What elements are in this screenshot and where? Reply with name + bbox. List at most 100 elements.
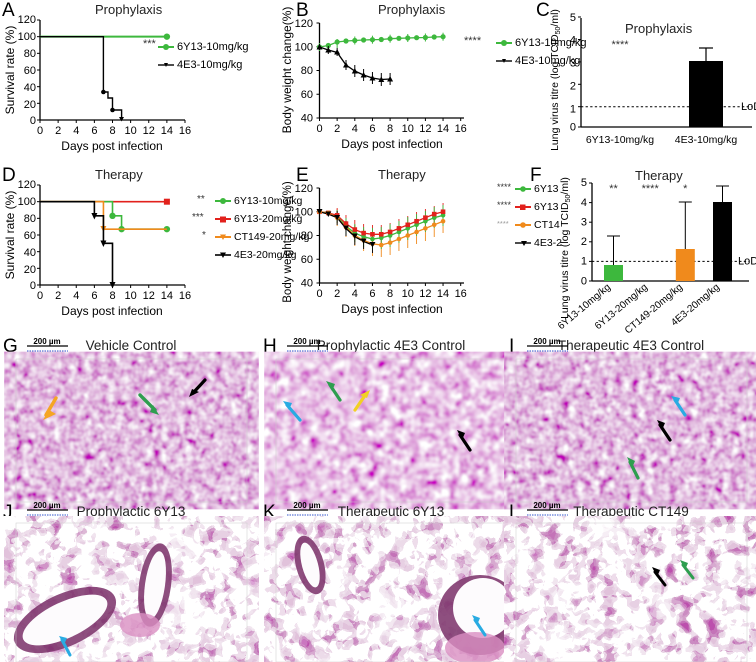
- svg-text:Therapy: Therapy: [95, 167, 143, 182]
- svg-text:4: 4: [352, 288, 358, 300]
- svg-text:200 µm: 200 µm: [293, 337, 320, 346]
- svg-text:8: 8: [109, 125, 115, 137]
- svg-text:CT14: CT14: [534, 219, 560, 231]
- svg-text:LoD: LoD: [738, 256, 756, 268]
- svg-text:LoD: LoD: [741, 101, 756, 113]
- svg-text:16: 16: [179, 125, 191, 137]
- svg-text:10: 10: [125, 290, 137, 302]
- svg-text:0: 0: [316, 288, 322, 300]
- svg-text:10: 10: [402, 123, 414, 135]
- svg-text:2: 2: [55, 290, 61, 302]
- svg-text:4: 4: [73, 290, 79, 302]
- svg-text:Prophylaxis: Prophylaxis: [378, 2, 446, 17]
- svg-text:6Y13-10mg/kg: 6Y13-10mg/kg: [586, 134, 654, 146]
- svg-text:2: 2: [55, 125, 61, 137]
- svg-text:2: 2: [570, 81, 576, 93]
- svg-text:0: 0: [570, 122, 576, 134]
- svg-text:14: 14: [437, 123, 449, 135]
- svg-text:80: 80: [24, 48, 36, 60]
- svg-text:C: C: [536, 0, 550, 21]
- svg-text:200 µm: 200 µm: [533, 501, 560, 510]
- svg-text:L: L: [509, 502, 520, 523]
- svg-text:G: G: [3, 336, 18, 357]
- svg-text:Prophylactic 6Y13: Prophylactic 6Y13: [77, 504, 186, 519]
- svg-text:4: 4: [352, 123, 358, 135]
- svg-text:14: 14: [161, 125, 173, 137]
- svg-text:120: 120: [295, 18, 313, 30]
- svg-text:****: ****: [497, 182, 512, 192]
- svg-text:0: 0: [581, 276, 587, 288]
- svg-text:**: **: [197, 194, 205, 205]
- svg-text:Lung virus titre (log TCID50/m: Lung virus titre (log TCID50/ml): [549, 9, 562, 151]
- svg-text:20: 20: [24, 99, 36, 111]
- svg-text:60: 60: [301, 89, 313, 101]
- svg-text:16: 16: [455, 288, 467, 300]
- svg-text:60: 60: [24, 230, 36, 242]
- svg-text:200 µm: 200 µm: [533, 337, 560, 346]
- svg-text:8: 8: [109, 290, 115, 302]
- svg-text:14: 14: [437, 288, 449, 300]
- svg-text:100: 100: [295, 42, 313, 54]
- svg-text:F: F: [530, 165, 542, 186]
- svg-text:120: 120: [295, 183, 313, 195]
- svg-text:5: 5: [581, 177, 587, 189]
- svg-text:40: 40: [24, 247, 36, 259]
- svg-text:8: 8: [387, 288, 393, 300]
- svg-text:K: K: [263, 502, 276, 523]
- svg-text:120: 120: [18, 14, 36, 26]
- svg-text:6Y13: 6Y13: [534, 201, 559, 213]
- svg-text:20: 20: [24, 264, 36, 276]
- svg-text:100: 100: [295, 207, 313, 219]
- svg-text:16: 16: [455, 123, 467, 135]
- svg-text:Therapeutic CT149: Therapeutic CT149: [573, 504, 689, 519]
- svg-text:D: D: [2, 165, 16, 186]
- svg-text:0: 0: [30, 115, 36, 127]
- svg-text:Days post infection: Days post infection: [61, 139, 162, 153]
- svg-text:200 µm: 200 µm: [293, 501, 320, 510]
- svg-text:Days post infection: Days post infection: [341, 302, 442, 316]
- svg-text:Survival rate (%): Survival rate (%): [3, 191, 17, 280]
- svg-text:4E3-2: 4E3-2: [534, 237, 562, 249]
- svg-text:2: 2: [334, 288, 340, 300]
- svg-text:Survival rate (%): Survival rate (%): [3, 26, 17, 115]
- svg-text:Vehicle Control: Vehicle Control: [86, 338, 177, 353]
- svg-text:Therapeutic 4E3 Control: Therapeutic 4E3 Control: [558, 338, 704, 353]
- svg-text:Days post infection: Days post infection: [341, 137, 442, 151]
- svg-text:10: 10: [402, 288, 414, 300]
- svg-text:4: 4: [73, 125, 79, 137]
- svg-text:***: ***: [143, 38, 157, 50]
- svg-text:Days post infection: Days post infection: [61, 304, 162, 318]
- svg-text:40: 40: [301, 278, 313, 290]
- svg-text:5: 5: [570, 12, 576, 24]
- svg-text:4: 4: [570, 35, 576, 47]
- svg-text:Lung virus titre (log TCID50/m: Lung virus titre (log TCID50/ml): [559, 177, 572, 319]
- svg-text:4: 4: [581, 197, 587, 209]
- svg-text:12: 12: [143, 125, 155, 137]
- svg-text:200 µm: 200 µm: [33, 501, 60, 510]
- svg-text:****: ****: [497, 219, 509, 228]
- svg-text:6: 6: [91, 290, 97, 302]
- svg-text:*: *: [683, 183, 688, 195]
- svg-text:3: 3: [570, 58, 576, 70]
- svg-text:H: H: [263, 336, 277, 357]
- svg-text:Body weight change(%): Body weight change(%): [280, 7, 294, 134]
- svg-text:**: **: [609, 183, 618, 195]
- svg-text:8: 8: [387, 123, 393, 135]
- svg-text:80: 80: [301, 230, 313, 242]
- svg-text:4E3-10mg/kg: 4E3-10mg/kg: [675, 134, 738, 146]
- svg-text:3: 3: [581, 217, 587, 229]
- svg-text:60: 60: [24, 65, 36, 77]
- svg-text:100: 100: [18, 196, 36, 208]
- svg-text:40: 40: [24, 82, 36, 94]
- svg-text:I: I: [509, 336, 514, 357]
- svg-text:12: 12: [419, 123, 431, 135]
- svg-text:60: 60: [301, 254, 313, 266]
- svg-text:1: 1: [570, 104, 576, 116]
- svg-text:12: 12: [419, 288, 431, 300]
- svg-text:120: 120: [18, 179, 36, 191]
- svg-text:6: 6: [91, 125, 97, 137]
- svg-text:Prophylaxis: Prophylaxis: [95, 2, 163, 17]
- svg-text:0: 0: [37, 125, 43, 137]
- svg-text:2: 2: [581, 236, 587, 248]
- svg-text:200 µm: 200 µm: [33, 337, 60, 346]
